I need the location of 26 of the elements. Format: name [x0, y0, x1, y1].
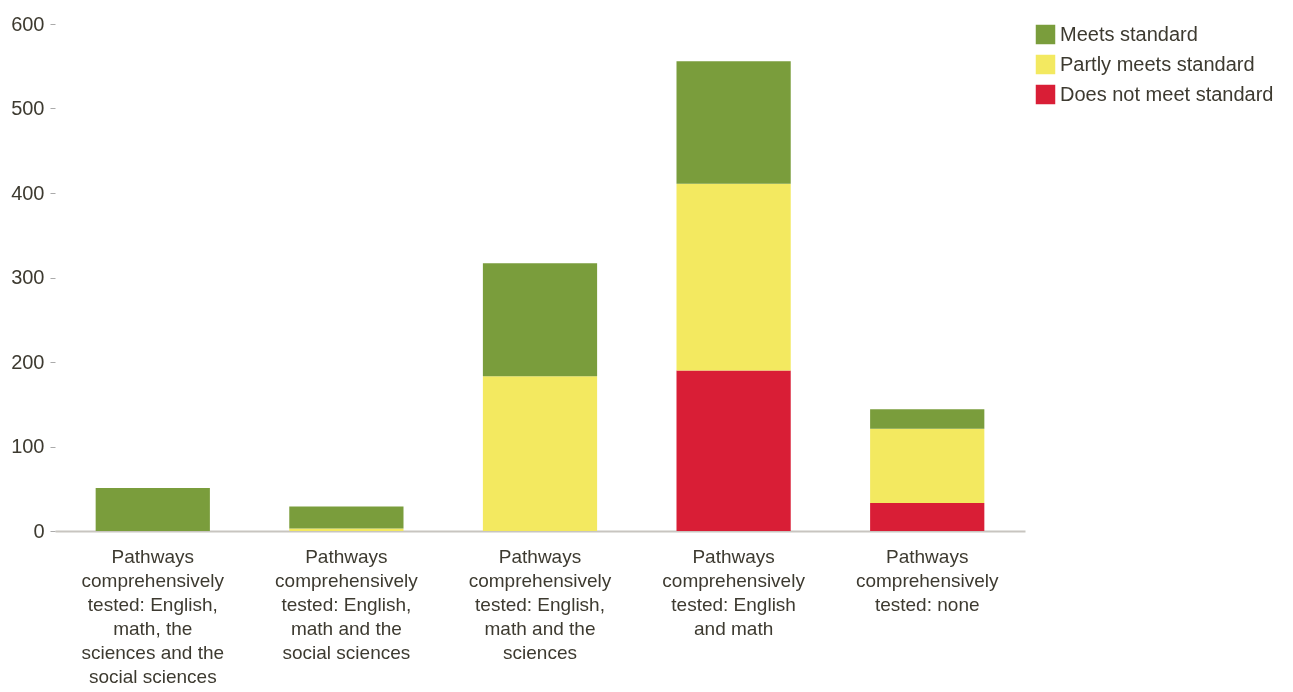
y-tick-label: 0 [33, 519, 45, 542]
y-tick-label: 600 [11, 12, 45, 35]
bar [289, 528, 404, 531]
y-tick-label: 100 [11, 435, 45, 457]
x-tick-label: Pathways comprehensively tested: none [855, 545, 999, 615]
bar [870, 428, 985, 504]
x-tick-label: Pathways comprehensively tested: English, math, the sciences and the social sciences [81, 545, 225, 687]
bar [676, 61, 791, 184]
bar [482, 376, 598, 531]
x-tick-label: Pathways comprehensively tested: English, math and the sciences [468, 545, 612, 663]
bar [289, 506, 404, 529]
y-tick-label: 200 [11, 350, 45, 373]
bar [482, 263, 598, 377]
bar [95, 487, 210, 531]
bar [870, 409, 985, 429]
x-tick-label: Pathways comprehensively tested: English, math and the social sciences [275, 545, 419, 663]
bar [870, 503, 985, 531]
x-tick-label: Pathways comprehensively tested: English and math [662, 545, 806, 639]
legend-label: Meets standard [1060, 22, 1198, 45]
y-tick-label: 500 [11, 97, 45, 119]
legend-label: Does not meet standard [1060, 82, 1274, 105]
bar [676, 370, 791, 531]
legend-label: Partly meets standard [1060, 52, 1255, 75]
y-tick-label: 400 [11, 181, 45, 204]
y-tick-label: 300 [11, 266, 45, 288]
bar [676, 183, 791, 371]
